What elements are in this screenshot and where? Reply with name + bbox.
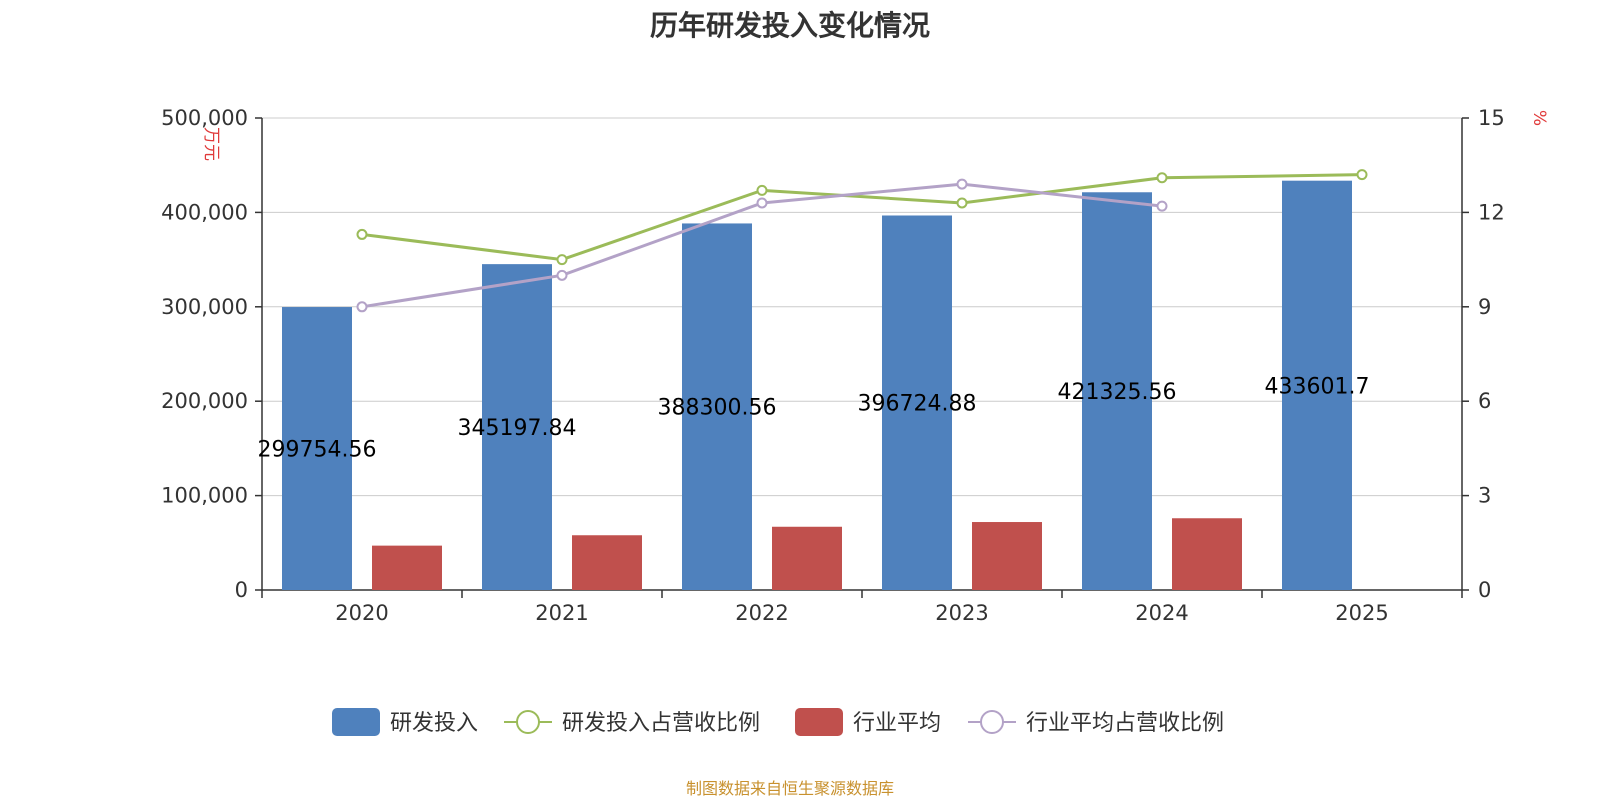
bar-value-label: 345197.84 [458,416,577,441]
bar [1082,192,1152,590]
footer-source: 制图数据来自恒生聚源数据库 [685,779,894,798]
left-axis-tick-label: 400,000 [161,200,248,224]
bar [282,307,352,590]
bar [572,535,642,590]
bar [482,264,552,590]
line-point [956,197,968,209]
legend-swatch-marker [516,710,540,734]
right-axis-tick-label: 12 [1478,200,1505,224]
line-point [1356,169,1368,181]
chart-title: 历年研发投入变化情况 [649,9,930,42]
line-point [756,184,768,196]
bar-value-label: 421325.56 [1058,380,1177,405]
bar [1172,518,1242,590]
legend-swatch [795,708,843,736]
line-point [1156,172,1168,184]
left-axis-unit-label: 万元 [201,127,221,161]
right-axis-tick-label: 9 [1478,295,1491,319]
x-axis-tick-label: 2020 [335,601,388,625]
x-axis-tick-label: 2021 [535,601,588,625]
legend-label: 行业平均 [853,711,941,736]
x-axis-tick-label: 2024 [1135,601,1188,625]
x-axis-tick-label: 2025 [1335,601,1388,625]
legend-label: 研发投入占营收比例 [562,711,760,736]
bar-value-label: 388300.56 [658,396,777,421]
bar [972,522,1042,590]
bar-value-label: 299754.56 [258,438,377,463]
x-axis-tick-label: 2022 [735,601,788,625]
x-axis-tick-label: 2023 [935,601,988,625]
line-point [356,228,368,240]
legend-swatch [332,708,380,736]
bar [772,526,842,590]
line-point [756,197,768,209]
left-axis-tick-label: 500,000 [161,106,248,130]
line-point [956,178,968,190]
legend-label: 行业平均占营收比例 [1026,711,1224,736]
legend-label: 研发投入 [390,711,478,736]
line-point [1156,200,1168,212]
series-line [361,173,1363,262]
bar [1282,180,1352,590]
left-axis-tick-label: 0 [235,578,248,602]
right-axis-tick-label: 3 [1478,484,1491,508]
bar [882,215,952,591]
bar [682,223,752,590]
bar-value-label: 433601.7 [1265,374,1370,399]
line-point [556,269,568,281]
right-axis-tick-label: 0 [1478,578,1491,602]
line-point [356,301,368,313]
right-axis-tick-label: 6 [1478,389,1491,413]
right-axis-tick-label: 15 [1478,106,1505,130]
bar [372,545,442,590]
left-axis-tick-label: 100,000 [161,484,248,508]
left-axis-tick-label: 200,000 [161,389,248,413]
right-axis-unit-label: % [1529,110,1549,126]
legend-swatch-marker [980,710,1004,734]
line-point [556,254,568,266]
bar-value-label: 396724.88 [858,392,977,417]
left-axis-tick-label: 300,000 [161,295,248,319]
